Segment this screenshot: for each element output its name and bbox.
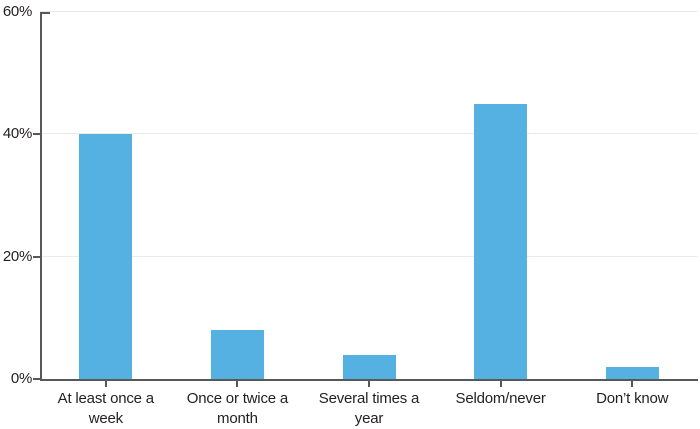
category-label: Several times a year — [318, 390, 420, 427]
x-axis-tick — [368, 381, 370, 387]
bar — [210, 330, 264, 379]
category-label: Once or twice a month — [186, 390, 288, 427]
category-label: At least once a week — [57, 390, 154, 427]
category-label: Seldom/never — [455, 390, 546, 407]
plot-area: 0% 20% 40% 60% At least once a week Once or t… — [3, 4, 698, 427]
gridline — [40, 11, 698, 12]
gridline — [40, 133, 698, 135]
x-axis-line — [40, 379, 698, 381]
bar — [342, 354, 396, 379]
y-axis-top-cap — [42, 12, 50, 14]
bar — [79, 134, 133, 379]
x-axis-tick — [499, 381, 502, 387]
bar — [605, 366, 659, 379]
y-axis-label: 60% — [2, 3, 32, 20]
y-axis-label: 20% — [2, 247, 32, 265]
gridline — [40, 255, 698, 257]
y-axis-tick — [33, 255, 40, 258]
y-axis-label: 40% — [2, 125, 32, 143]
y-axis-tick — [33, 133, 40, 136]
x-axis-tick — [236, 381, 239, 387]
y-axis-tick — [33, 378, 40, 380]
y-axis-line — [40, 12, 42, 381]
bar — [474, 103, 528, 379]
category-label: Don’t know — [596, 390, 669, 407]
x-axis-tick — [631, 381, 634, 387]
x-axis-tick — [104, 381, 107, 387]
y-axis-label: 0% — [10, 370, 32, 387]
